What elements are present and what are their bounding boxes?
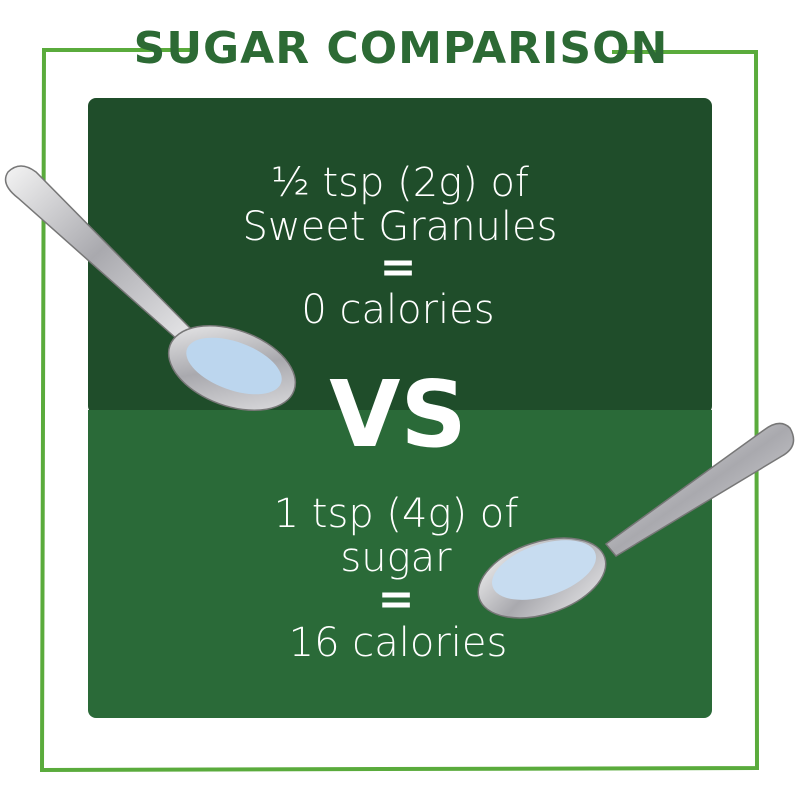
bottom-line: sugar (340, 535, 452, 581)
title: SUGAR COMPARISON (134, 23, 669, 74)
top-line: 0 calories (301, 287, 494, 333)
spoon-left (4, 165, 297, 411)
top-line: ½ tsp (2g) of (271, 160, 529, 206)
top-line: Sweet Granules (243, 204, 558, 250)
bottom-line: 16 calories (289, 620, 508, 666)
equals: = (378, 574, 415, 625)
versus: VS (329, 361, 466, 468)
bottom-panel (88, 410, 712, 718)
bottom-line: 1 tsp (4g) of (274, 491, 519, 537)
panel-join (88, 410, 712, 420)
spoon-right (477, 422, 795, 619)
equals: = (380, 242, 417, 293)
frame (39, 48, 760, 773)
